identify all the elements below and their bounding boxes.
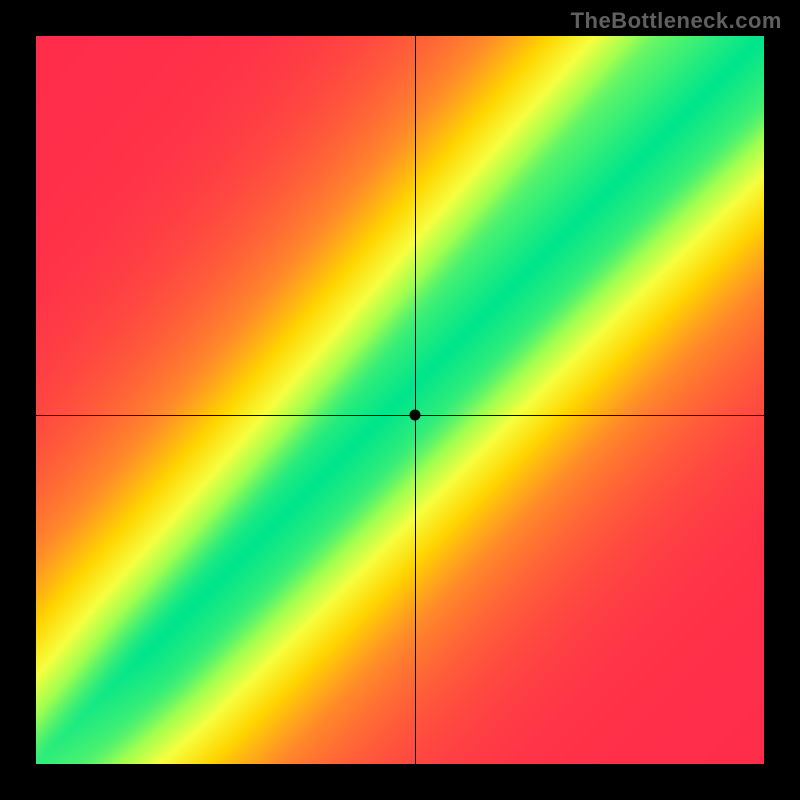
crosshair-marker xyxy=(409,409,420,420)
watermark-text: TheBottleneck.com xyxy=(571,8,782,34)
crosshair-vertical xyxy=(415,36,416,764)
heatmap-plot-area xyxy=(36,36,764,764)
crosshair-horizontal xyxy=(36,415,764,416)
heatmap-canvas xyxy=(36,36,764,764)
